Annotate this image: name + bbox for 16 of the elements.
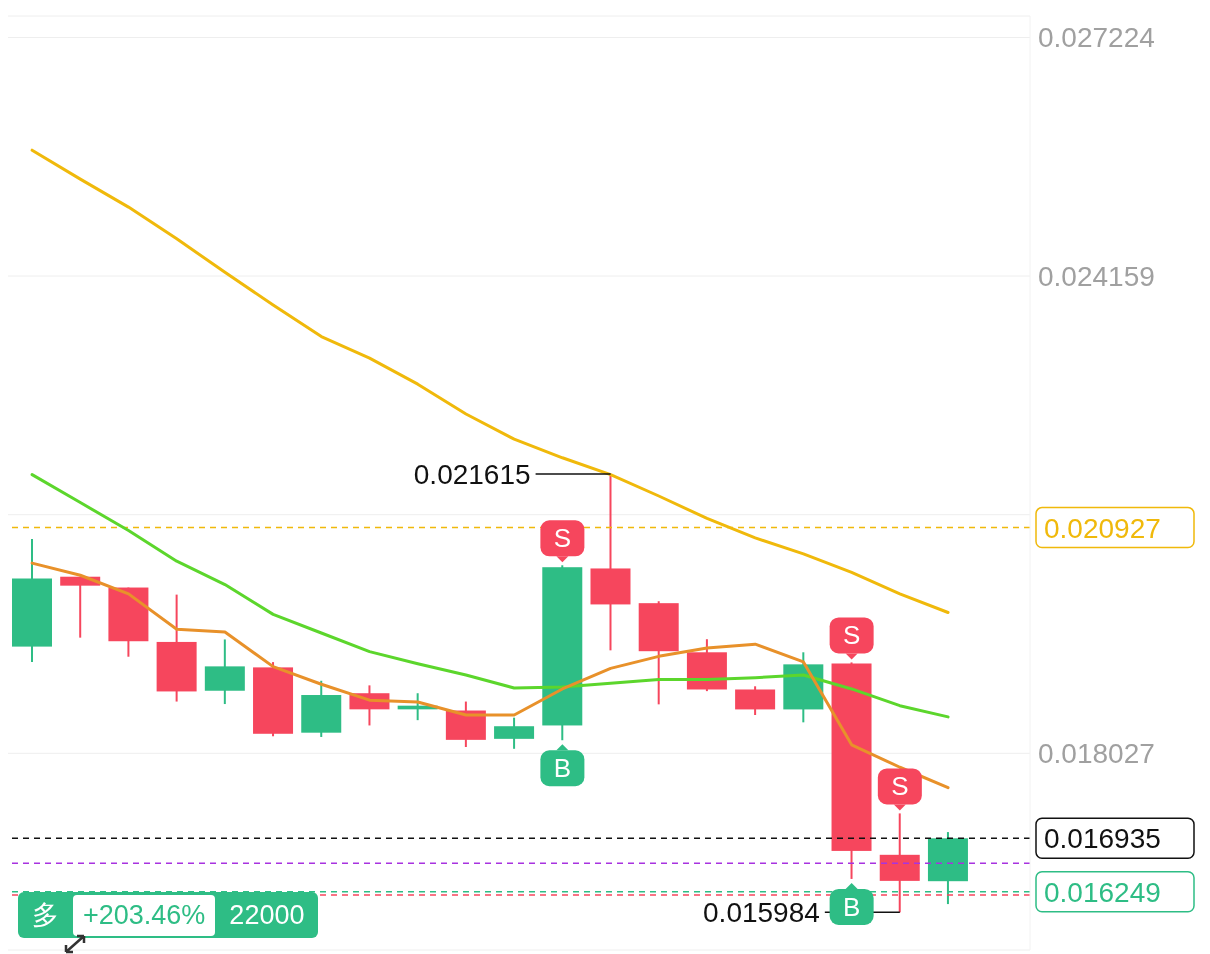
ref-line-label: 0.016249 — [1044, 876, 1161, 908]
annotation: 多 — [31, 899, 60, 932]
annotation: S — [842, 620, 861, 651]
annotation: S — [553, 523, 572, 554]
ref-line-label: 0.020927 — [1044, 512, 1161, 544]
y-tick-label: 0.024159 — [1038, 260, 1155, 292]
annotation: S — [891, 771, 909, 802]
annotation: B — [553, 753, 572, 784]
annotation: 0.015984 — [703, 897, 820, 929]
annotation: +203.46% — [73, 894, 216, 936]
annotation: 22000 — [228, 899, 306, 931]
y-tick-label: 0.027224 — [1038, 22, 1155, 54]
annotation: 0.021615 — [413, 459, 531, 491]
ref-line-label: 0.016935 — [1044, 823, 1161, 855]
y-tick-label: 0.018027 — [1038, 738, 1155, 770]
annotation: B — [842, 891, 861, 922]
